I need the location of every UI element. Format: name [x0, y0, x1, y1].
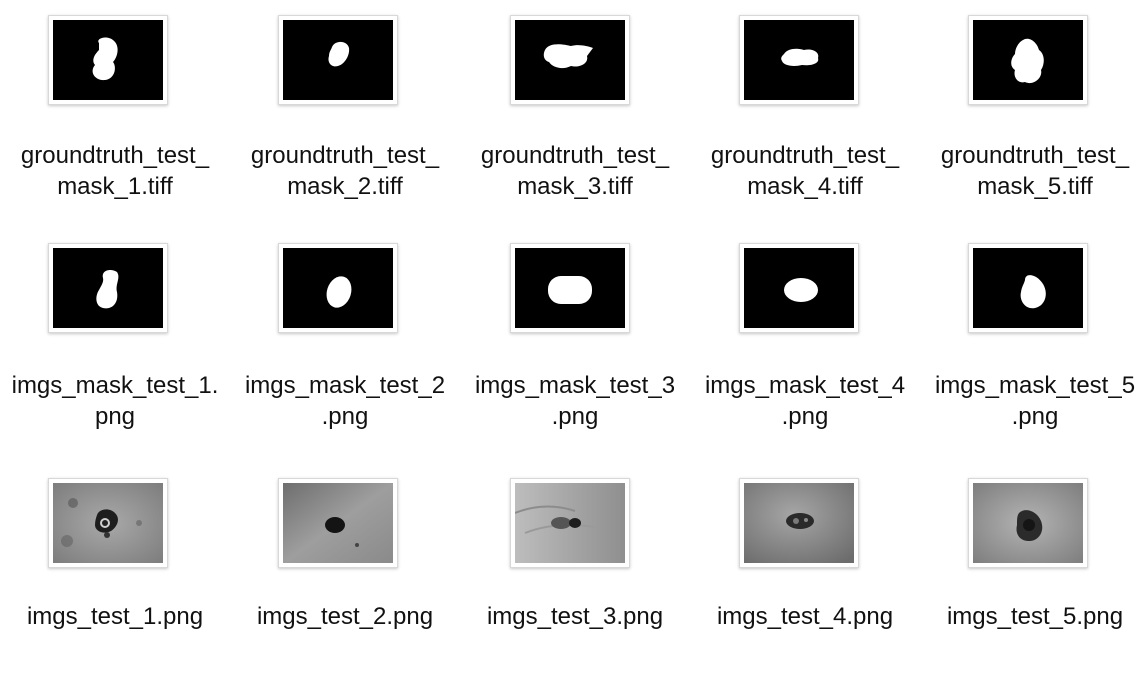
file-item-imgs-mask-test-3[interactable]: imgs_mask_test_3 .png — [460, 230, 690, 450]
pred-mask-thumbnail-icon — [48, 243, 168, 333]
file-name-label: imgs_mask_test_2 .png — [244, 372, 446, 430]
skin-photo-thumbnail-icon — [968, 478, 1088, 568]
pred-mask-thumbnail-icon — [510, 243, 630, 333]
file-item-groundtruth-test-mask-5[interactable]: groundtruth_test_ mask_5.tiff — [920, 0, 1148, 220]
truth-mask-thumbnail-icon — [968, 15, 1088, 105]
file-name-label: imgs_test_2.png — [256, 603, 434, 630]
file-name-label: groundtruth_test_ mask_3.tiff — [480, 142, 670, 200]
file-item-imgs-mask-test-1[interactable]: imgs_mask_test_1. png — [0, 230, 230, 450]
file-item-groundtruth-test-mask-3[interactable]: groundtruth_test_ mask_3.tiff — [460, 0, 690, 220]
file-name-label: groundtruth_test_ mask_1.tiff — [20, 142, 210, 200]
pred-mask-thumbnail-icon — [278, 243, 398, 333]
file-icon-grid: groundtruth_test_ mask_1.tiff groundtruth… — [0, 0, 1148, 630]
file-item-groundtruth-test-mask-2[interactable]: groundtruth_test_ mask_2.tiff — [230, 0, 460, 220]
file-name-label: groundtruth_test_ mask_2.tiff — [250, 142, 440, 200]
file-name-label: imgs_test_5.png — [946, 603, 1124, 630]
skin-photo-thumbnail-icon — [278, 478, 398, 568]
file-name-label: imgs_mask_test_5 .png — [934, 372, 1136, 430]
truth-mask-thumbnail-icon — [510, 15, 630, 105]
file-item-imgs-mask-test-2[interactable]: imgs_mask_test_2 .png — [230, 230, 460, 450]
file-item-imgs-test-1[interactable]: imgs_test_1.png — [0, 464, 230, 684]
pred-mask-thumbnail-icon — [739, 243, 859, 333]
file-name-label: imgs_test_4.png — [716, 603, 894, 630]
file-name-label: imgs_test_3.png — [486, 603, 664, 630]
pred-mask-thumbnail-icon — [968, 243, 1088, 333]
file-item-imgs-mask-test-4[interactable]: imgs_mask_test_4 .png — [690, 230, 920, 450]
file-item-imgs-test-3[interactable]: imgs_test_3.png — [460, 464, 690, 684]
skin-photo-thumbnail-icon — [739, 478, 859, 568]
truth-mask-thumbnail-icon — [278, 15, 398, 105]
file-name-label: imgs_mask_test_1. png — [11, 372, 219, 430]
file-item-imgs-test-2[interactable]: imgs_test_2.png — [230, 464, 460, 684]
truth-mask-thumbnail-icon — [48, 15, 168, 105]
file-item-groundtruth-test-mask-4[interactable]: groundtruth_test_ mask_4.tiff — [690, 0, 920, 220]
file-name-label: groundtruth_test_ mask_4.tiff — [710, 142, 900, 200]
file-item-groundtruth-test-mask-1[interactable]: groundtruth_test_ mask_1.tiff — [0, 0, 230, 220]
truth-mask-thumbnail-icon — [739, 15, 859, 105]
file-name-label: groundtruth_test_ mask_5.tiff — [940, 142, 1130, 200]
file-name-label: imgs_mask_test_3 .png — [474, 372, 676, 430]
skin-photo-thumbnail-icon — [48, 478, 168, 568]
file-item-imgs-test-4[interactable]: imgs_test_4.png — [690, 464, 920, 684]
file-name-label: imgs_test_1.png — [26, 603, 204, 630]
file-name-label: imgs_mask_test_4 .png — [704, 372, 906, 430]
file-item-imgs-mask-test-5[interactable]: imgs_mask_test_5 .png — [920, 230, 1148, 450]
skin-photo-thumbnail-icon — [510, 478, 630, 568]
file-item-imgs-test-5[interactable]: imgs_test_5.png — [920, 464, 1148, 684]
